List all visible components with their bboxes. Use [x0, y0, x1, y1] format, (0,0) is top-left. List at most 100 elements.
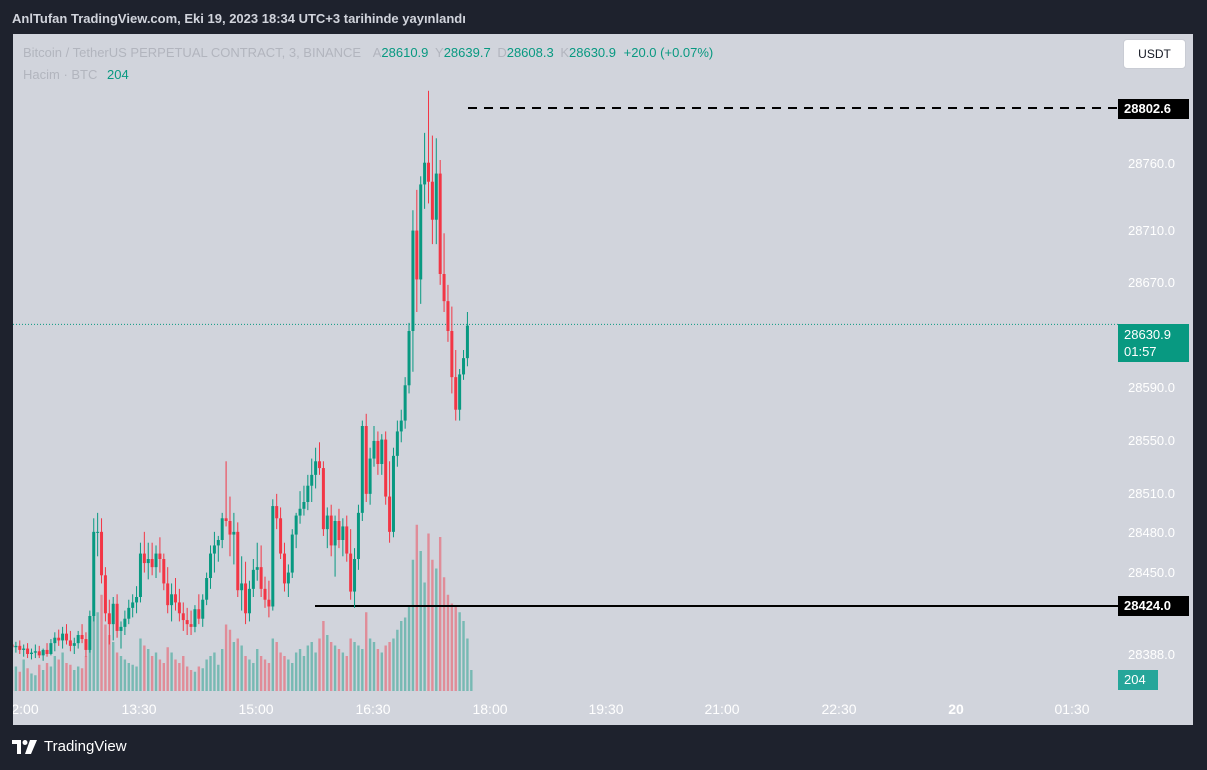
candle-body [426, 162, 430, 182]
candle-body [388, 496, 392, 532]
symbol-legend[interactable]: Bitcoin / TetherUS PERPETUAL CONTRACT, 3… [23, 45, 713, 60]
candle-body [115, 603, 119, 631]
candle-body [380, 439, 384, 464]
volume-bar [361, 649, 364, 691]
volume-bar [73, 670, 76, 691]
candle-body [321, 468, 325, 530]
volume-bar [205, 659, 208, 691]
candle-body [345, 526, 349, 554]
candle-body [119, 626, 123, 631]
volume-bar [185, 666, 189, 691]
candle-body [49, 643, 53, 654]
volume-bar [314, 652, 317, 691]
volume-badge: 204 [1118, 670, 1158, 690]
volume-bar [166, 647, 169, 691]
volume-bar [466, 638, 469, 691]
candle-body [224, 518, 228, 521]
current-price-value: 28630.9 [1124, 327, 1171, 342]
volume-bar [384, 645, 387, 691]
volume-legend[interactable]: Hacim · BTC 204 [23, 67, 129, 82]
candle-body [68, 640, 72, 646]
volume-bar [38, 664, 41, 691]
volume-bar [470, 670, 473, 691]
volume-bar [127, 663, 130, 691]
volume-bar [104, 624, 107, 691]
brand-footer[interactable]: TradingView [12, 738, 127, 755]
level-high-tag: 28802.6 [1118, 99, 1189, 119]
volume-bar [357, 645, 360, 691]
candle-body [423, 162, 427, 185]
volume-bar [162, 663, 166, 691]
candle-body [37, 651, 41, 656]
volume-bar [201, 668, 204, 691]
candle-body [13, 644, 14, 648]
volume-bar [411, 559, 415, 691]
candle-body [415, 230, 419, 280]
volume-bar [396, 629, 399, 691]
symbol-name[interactable]: Bitcoin / TetherUS PERPETUAL CONTRACT, 3… [23, 45, 362, 60]
volume-bar [267, 663, 271, 691]
volume-bar [189, 670, 193, 691]
volume-bar [287, 659, 290, 691]
chart-panel[interactable]: Bitcoin / TetherUS PERPETUAL CONTRACT, 3… [13, 34, 1193, 725]
level-lines-layer [13, 107, 1118, 607]
volume-bar [108, 635, 111, 691]
candle-body [314, 461, 318, 475]
candle-body [349, 553, 353, 592]
chart-canvas[interactable] [13, 34, 1193, 725]
candle-body [185, 620, 189, 625]
candle-body [57, 637, 61, 641]
candle-body [286, 572, 290, 584]
candle-body [209, 553, 213, 578]
volume-bar [26, 668, 29, 691]
candle-body [216, 540, 220, 546]
volume-bar [96, 612, 99, 691]
volume-bar [178, 663, 181, 691]
high-label: Y [435, 45, 444, 60]
candle-body [220, 518, 224, 540]
currency-button[interactable]: USDT [1123, 39, 1186, 69]
volume-bar [193, 671, 197, 691]
volume-bar [22, 659, 25, 691]
volume-bar [388, 642, 391, 691]
candle-body [154, 553, 158, 568]
candle-body [18, 645, 22, 650]
volume-bar [423, 582, 426, 691]
candle-body [376, 440, 380, 464]
volume-bar [252, 663, 255, 691]
volume-bar [228, 629, 232, 691]
candle-body [205, 578, 209, 600]
candle-body [356, 512, 360, 559]
volume-bar [143, 645, 146, 691]
volume-bar [220, 649, 224, 691]
level-low-tag: 28424.0 [1118, 596, 1189, 616]
volume-bar [45, 663, 49, 691]
volume-bar [170, 652, 173, 691]
volume-bar [30, 673, 33, 691]
volume-bar [232, 642, 236, 691]
candle-body [193, 609, 197, 627]
volume-bar [236, 638, 239, 691]
volume-bar [174, 659, 177, 691]
candle-body [438, 173, 442, 274]
volume-bar [224, 624, 228, 691]
candle-body [84, 639, 88, 650]
candle-body [419, 184, 423, 280]
volume-bar [326, 635, 329, 691]
candle-body [29, 652, 33, 654]
candle-body [162, 559, 166, 584]
candle-body [391, 455, 395, 532]
candle-body [271, 506, 275, 607]
publish-caption: AnlTufan TradingView.com, Eki 19, 2023 1… [12, 11, 466, 26]
volume-bar [431, 559, 434, 691]
volume-bar [217, 664, 220, 691]
candle-body [446, 301, 450, 331]
volume-bar [438, 537, 442, 691]
candle-body [368, 458, 372, 494]
volume-bar [318, 638, 321, 691]
price-tick: 28510.0 [1128, 486, 1175, 501]
volume-bar [49, 666, 53, 691]
candle-body [96, 531, 100, 533]
candle-body [462, 358, 466, 375]
volume-label[interactable]: Hacim · BTC [23, 67, 98, 82]
